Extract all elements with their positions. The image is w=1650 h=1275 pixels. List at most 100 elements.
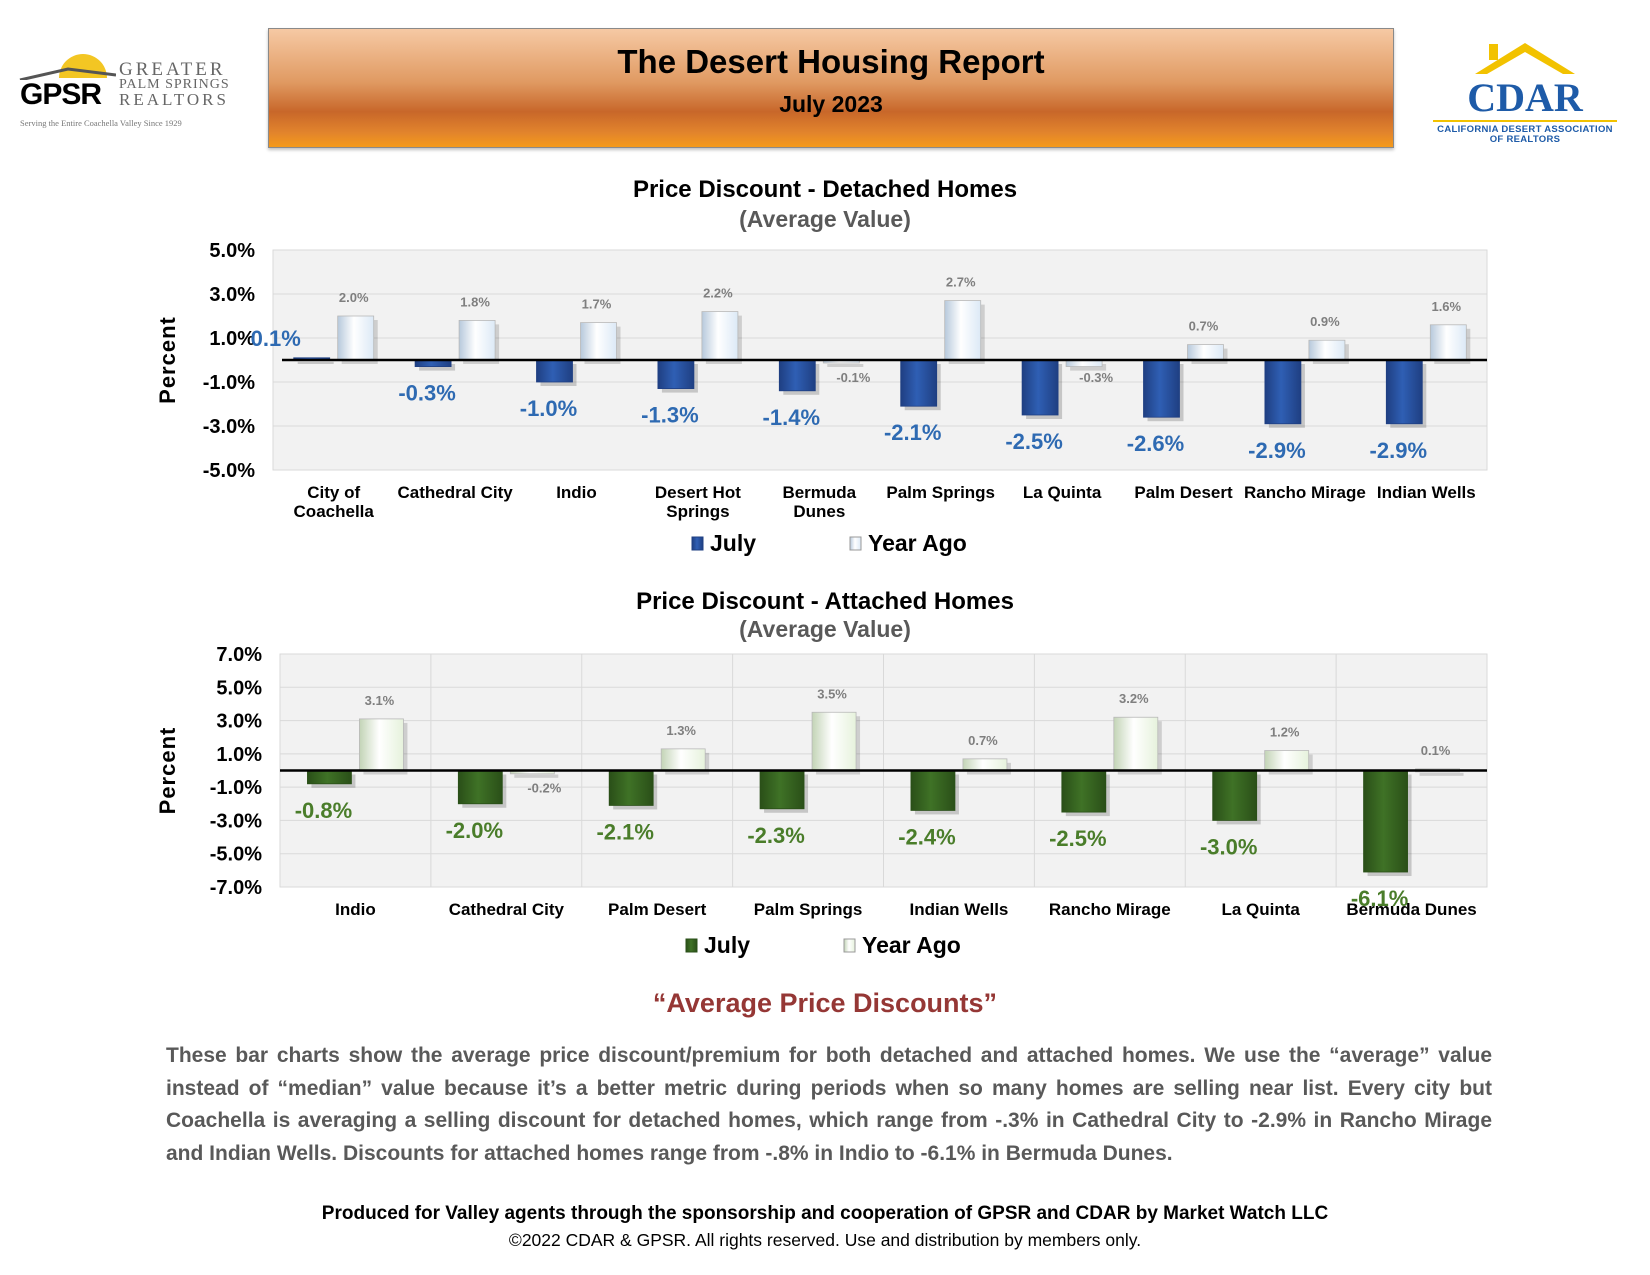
category-label: Rancho Mirage: [1244, 483, 1366, 502]
year-ago-value-label: 1.8%: [460, 294, 490, 309]
y-tick-label: 1.0%: [209, 328, 255, 350]
category-label: City of: [307, 483, 360, 502]
year-ago-value-label: 0.7%: [968, 733, 998, 748]
year-ago-bar: [962, 758, 1008, 771]
year-ago-bar: [1264, 750, 1310, 771]
legend-july-label: July: [710, 530, 756, 556]
detached-chart-subtitle: (Average Value): [739, 206, 911, 232]
category-label: Cathedral City: [397, 483, 513, 502]
y-tick-label: -1.0%: [203, 372, 255, 394]
produced-by-note: Produced for Valley agents through the s…: [321, 1203, 1329, 1224]
y-tick-label: -5.0%: [203, 460, 255, 482]
july-value-label: -2.1%: [596, 819, 653, 844]
y-axis-title: Percent: [155, 727, 180, 815]
legend-july-swatch: [685, 938, 698, 953]
gpsr-logo: GPSR GREATER PALM SPRINGS REALTORS Servi…: [14, 52, 244, 132]
category-label: Springs: [666, 502, 729, 521]
july-bar: [1061, 770, 1107, 813]
gpsr-word-palm-springs: PALM SPRINGS: [119, 77, 230, 92]
y-tick-label: 7.0%: [216, 644, 262, 666]
category-label: Dunes: [793, 502, 845, 521]
year-ago-value-label: 1.6%: [1431, 299, 1461, 314]
july-bar: [910, 770, 956, 811]
y-tick-label: -1.0%: [210, 777, 262, 799]
y-axis-title: Percent: [155, 316, 180, 404]
july-bar: [759, 770, 805, 810]
july-bar: [1363, 770, 1408, 873]
attached-chart-title: Price Discount - Attached Homes: [636, 588, 1014, 615]
july-value-label: -2.6%: [1127, 431, 1184, 456]
july-value-label: -2.0%: [446, 818, 503, 843]
year-ago-value-label: 3.1%: [365, 693, 395, 708]
year-ago-value-label: 0.7%: [1189, 319, 1219, 334]
july-value-label: -1.3%: [641, 403, 698, 428]
year-ago-bar: [944, 300, 982, 361]
july-value-label: -2.9%: [1248, 438, 1305, 463]
year-ago-bar: [660, 748, 706, 771]
july-value-label: -1.4%: [763, 405, 820, 430]
bar-shadow: [514, 774, 559, 778]
july-value-label: -2.9%: [1370, 438, 1427, 463]
house-roof-icon: [1475, 43, 1575, 74]
category-label: Cathedral City: [449, 900, 565, 919]
category-label: Coachella: [294, 502, 375, 521]
july-bar: [1021, 359, 1059, 416]
gpsr-word-greater: GREATER: [119, 59, 226, 80]
year-ago-value-label: 1.7%: [582, 297, 612, 312]
category-label: Palm Desert: [1134, 483, 1233, 502]
category-label: Rancho Mirage: [1049, 900, 1171, 919]
year-ago-value-label: -0.3%: [1079, 370, 1113, 385]
july-bar: [657, 359, 695, 390]
july-value-label: -2.3%: [747, 823, 804, 848]
year-ago-value-label: 0.1%: [1421, 743, 1451, 758]
category-label: Indian Wells: [910, 900, 1009, 919]
year-ago-value-label: -0.1%: [836, 370, 870, 385]
bar-shadow: [297, 361, 334, 364]
year-ago-value-label: 1.3%: [666, 723, 696, 738]
july-bar: [608, 770, 654, 806]
category-label: Bermuda Dunes: [1346, 900, 1476, 919]
year-ago-bar: [1429, 324, 1467, 361]
year-ago-bar: [580, 322, 617, 361]
detached-chart-title: Price Discount - Detached Homes: [632, 176, 1018, 203]
july-value-label: -2.5%: [1005, 429, 1062, 454]
cdar-name-line2: OF REALTORS: [1489, 134, 1561, 145]
year-ago-value-label: 2.0%: [339, 290, 369, 305]
gpsr-tagline: Serving the Entire Coachella Valley Sinc…: [20, 118, 182, 128]
year-ago-value-label: -0.2%: [527, 781, 561, 796]
cdar-divider: [1433, 120, 1617, 122]
cdar-logo: CDAR CALIFORNIA DESERT ASSOCIATION OF RE…: [1425, 40, 1625, 150]
category-label: Bermuda: [782, 483, 856, 502]
report-banner: The Desert Housing Report July 2023: [268, 28, 1394, 148]
category-label: Palm Desert: [608, 900, 707, 919]
legend-year-ago-swatch: [843, 938, 856, 953]
bar-shadow: [419, 364, 456, 371]
july-value-label: -0.3%: [398, 381, 455, 406]
category-label: La Quinta: [1023, 483, 1102, 502]
cdar-name-line1: CALIFORNIA DESERT ASSOCIATION: [1437, 124, 1613, 135]
y-tick-label: 1.0%: [216, 744, 262, 766]
category-label: Palm Springs: [754, 900, 863, 919]
category-label: Indian Wells: [1377, 483, 1476, 502]
y-tick-label: 3.0%: [216, 711, 262, 733]
july-value-label: -2.1%: [884, 420, 941, 445]
july-value-label: -1.0%: [520, 396, 577, 421]
category-label: Indio: [556, 483, 597, 502]
y-tick-label: 3.0%: [209, 284, 255, 306]
july-bar: [457, 770, 503, 805]
gpsr-word-realtors: REALTORS: [119, 90, 229, 109]
roof-icon: [19, 67, 116, 80]
y-tick-label: -3.0%: [203, 416, 255, 438]
category-label: Indio: [335, 900, 376, 919]
july-value-label: 0.1%: [251, 326, 301, 351]
report-date: July 2023: [779, 91, 883, 117]
category-label: Palm Springs: [886, 483, 995, 502]
legend-year-ago-label: Year Ago: [868, 530, 967, 556]
year-ago-value-label: 1.2%: [1270, 725, 1300, 740]
bar-shadow: [1419, 772, 1464, 776]
year-ago-bar: [337, 315, 375, 361]
copyright-note: ©2022 CDAR & GPSR. All rights reserved. …: [508, 1230, 1142, 1250]
year-ago-value-label: 2.2%: [703, 286, 733, 301]
year-ago-value-label: 3.2%: [1119, 691, 1149, 706]
